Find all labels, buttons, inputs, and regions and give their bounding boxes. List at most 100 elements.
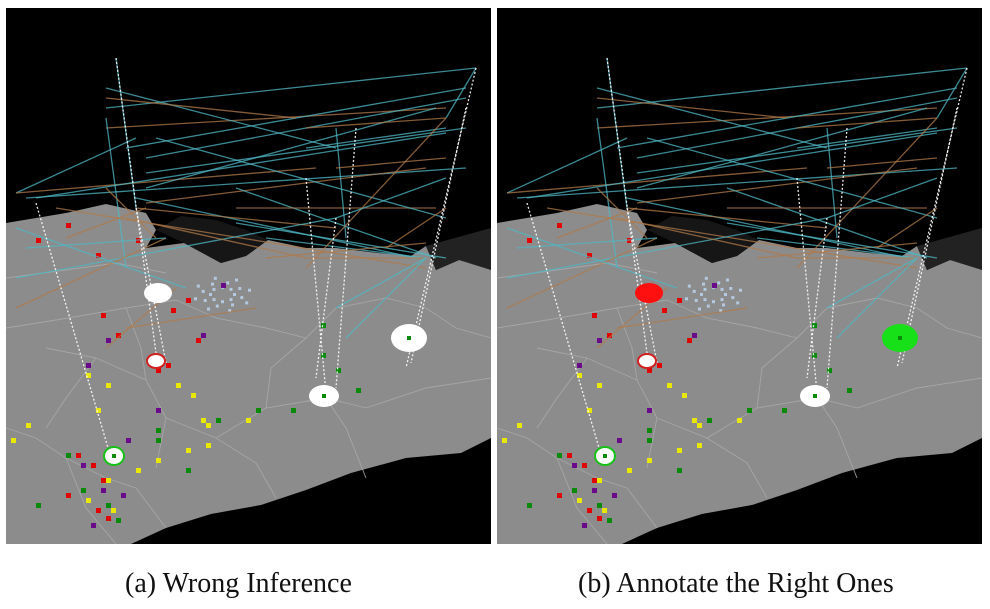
connection-line (616, 217, 798, 259)
connection-line (15, 137, 137, 194)
region-marker (86, 498, 91, 503)
projection-line (405, 67, 477, 369)
connection-line (15, 167, 317, 194)
cluster-marker (739, 288, 742, 292)
connection-line (826, 127, 838, 239)
connection-line (726, 222, 938, 259)
site-center-marker (322, 394, 326, 398)
cluster-marker (724, 293, 727, 296)
projection-line (526, 202, 603, 459)
region-marker (587, 508, 592, 513)
region-marker (847, 388, 852, 393)
region-marker (592, 478, 597, 483)
connection-line (596, 107, 938, 129)
cluster-marker (213, 276, 217, 280)
cluster-marker (694, 299, 698, 302)
water-estuary (426, 228, 491, 270)
region-marker (356, 388, 361, 393)
region-marker (206, 443, 211, 448)
site-center-marker (112, 454, 116, 458)
cluster-marker (712, 300, 715, 304)
cluster-marker (717, 281, 721, 285)
connection-line (936, 67, 968, 119)
region-marker (96, 253, 101, 258)
cluster-marker (720, 298, 724, 302)
region-marker (627, 468, 632, 473)
connection-line (15, 237, 167, 309)
region-marker (76, 453, 81, 458)
region-marker (186, 298, 191, 303)
cluster-marker (702, 282, 705, 286)
cluster-marker (240, 296, 244, 300)
connection-line (506, 217, 828, 279)
region-marker (827, 368, 832, 373)
region-marker (667, 383, 672, 388)
cluster-marker (245, 301, 249, 305)
region-marker (101, 488, 106, 493)
connection-line (65, 207, 147, 239)
cluster-marker (685, 297, 688, 301)
region-marker (557, 223, 562, 228)
region-marker (106, 338, 111, 343)
region-marker (116, 518, 121, 523)
cluster-marker (212, 298, 216, 302)
projection-line (35, 202, 112, 459)
region-marker (86, 363, 91, 368)
region-marker (106, 478, 111, 483)
region-marker (677, 298, 682, 303)
connection-line (506, 227, 678, 289)
region-marker (36, 503, 41, 508)
connection-line (516, 167, 958, 199)
cluster-marker (231, 303, 234, 307)
region-marker (602, 508, 607, 513)
region-marker (126, 438, 131, 443)
map-canvas (497, 8, 982, 544)
region-marker (607, 518, 612, 523)
region-border (816, 397, 858, 479)
connection-line (506, 237, 658, 309)
candidate-site-red-ring (146, 353, 166, 369)
region-marker (101, 478, 106, 483)
cluster-marker (720, 287, 724, 291)
region-marker (597, 503, 602, 508)
region-marker (577, 498, 582, 503)
region-marker (677, 448, 682, 453)
region-border (365, 377, 491, 409)
connection-line (35, 132, 447, 199)
cluster-marker (201, 289, 205, 293)
caption-annotate-right-ones: (b) Annotate the Right Ones (578, 568, 894, 599)
projection-line (115, 57, 157, 354)
connection-line (125, 307, 257, 329)
region-marker (597, 516, 602, 521)
region-marker (121, 493, 126, 498)
connection-line (636, 127, 958, 174)
connection-line (155, 137, 447, 219)
region-border (656, 417, 768, 499)
connection-line (796, 127, 938, 149)
region-marker (657, 363, 662, 368)
region-marker (647, 438, 652, 443)
connection-line (15, 217, 337, 279)
cluster-marker (235, 278, 238, 282)
region-border (45, 357, 97, 429)
region-marker (677, 468, 682, 473)
region-marker (156, 368, 161, 373)
connection-line (506, 137, 628, 194)
region-marker (11, 438, 16, 443)
region-border (536, 357, 588, 429)
connection-line (876, 207, 938, 249)
region-marker (66, 453, 71, 458)
connection-line (556, 207, 638, 239)
region-border (175, 299, 307, 339)
site-center-marker (407, 336, 411, 340)
region-marker (156, 408, 161, 413)
connection-line (335, 177, 447, 219)
connection-line (836, 257, 918, 339)
cluster-marker (194, 297, 197, 301)
region-marker (647, 408, 652, 413)
region-marker (502, 438, 507, 443)
map-canvas (6, 8, 491, 544)
inferred-site-1 (144, 283, 172, 303)
region-marker (111, 508, 116, 513)
region-marker (597, 338, 602, 343)
